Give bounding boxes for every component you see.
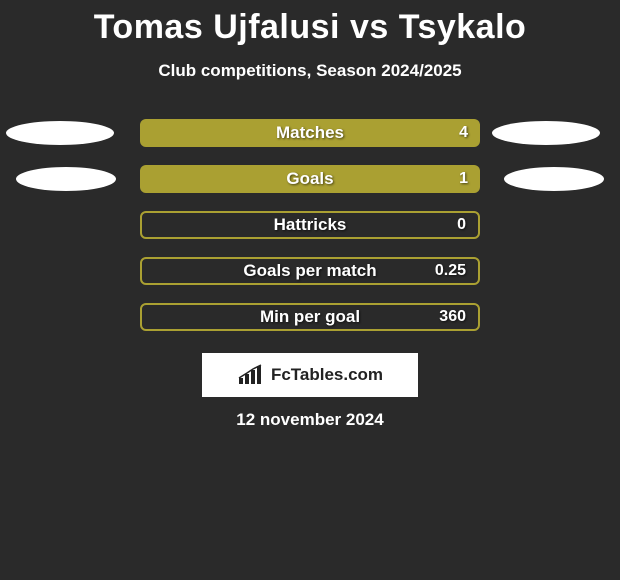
bar-chart-icon <box>237 364 267 386</box>
stat-row-goals-per-match: Goals per match 0.25 <box>0 248 620 294</box>
stat-label: Min per goal <box>142 307 478 327</box>
stat-row-matches: Matches 4 <box>0 110 620 156</box>
stat-value: 0.25 <box>435 262 466 280</box>
stat-label: Matches <box>140 123 480 143</box>
stat-bar: Hattricks 0 <box>140 211 480 239</box>
date-label: 12 november 2024 <box>0 410 620 430</box>
stat-value: 360 <box>439 308 466 326</box>
stat-value: 1 <box>459 170 468 188</box>
stat-bar: Goals per match 0.25 <box>140 257 480 285</box>
logo-text: FcTables.com <box>271 365 383 385</box>
stat-row-goals: Goals 1 <box>0 156 620 202</box>
player-placeholder-left <box>16 167 116 191</box>
stat-bar: Min per goal 360 <box>140 303 480 331</box>
stat-bar: Matches 4 <box>140 119 480 147</box>
stat-label: Goals per match <box>142 261 478 281</box>
stat-row-hattricks: Hattricks 0 <box>0 202 620 248</box>
stat-row-min-per-goal: Min per goal 360 <box>0 294 620 340</box>
stat-value: 0 <box>457 216 466 234</box>
page-title: Tomas Ujfalusi vs Tsykalo <box>0 0 620 47</box>
stat-value: 4 <box>459 124 468 142</box>
stats-container: Matches 4 Goals 1 Hattricks 0 Goals per … <box>0 110 620 340</box>
stat-bar: Goals 1 <box>140 165 480 193</box>
player-placeholder-right <box>492 121 600 145</box>
logo-box: FcTables.com <box>202 353 418 397</box>
page-subtitle: Club competitions, Season 2024/2025 <box>0 61 620 81</box>
player-placeholder-right <box>504 167 604 191</box>
player-placeholder-left <box>6 121 114 145</box>
stat-label: Hattricks <box>142 215 478 235</box>
stat-label: Goals <box>140 169 480 189</box>
